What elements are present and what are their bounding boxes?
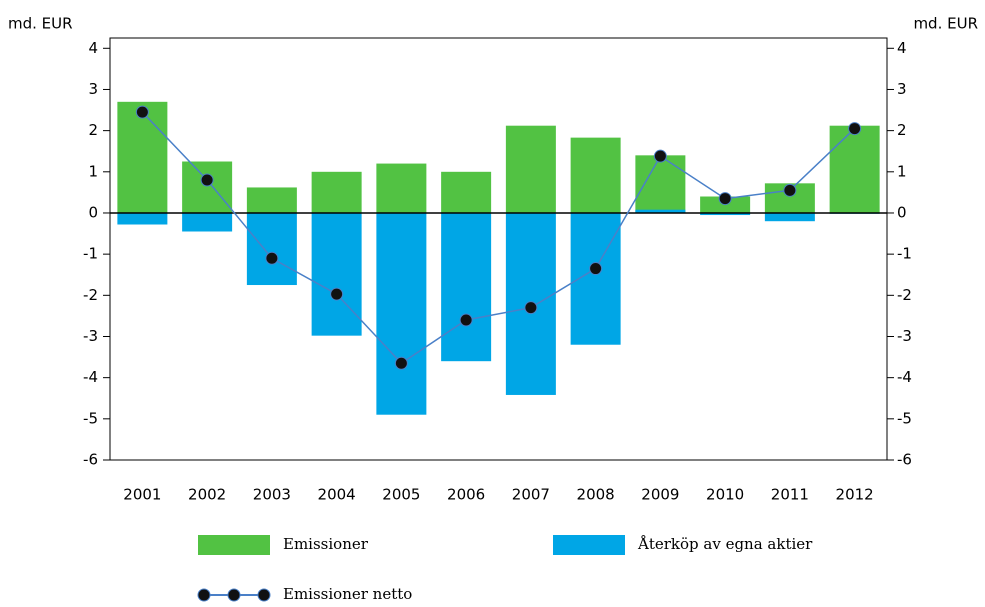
marker [394,356,408,370]
y2-tick-label: 1 [897,162,907,180]
legend-swatch [553,535,625,555]
y2-tick-label: -5 [897,409,912,427]
marker [653,149,667,163]
y-tick-label: -5 [83,409,98,427]
x-tick-label: 2001 [123,486,161,504]
bar [311,171,362,213]
line [141,111,856,365]
marker [589,262,603,276]
legend-marker [197,588,211,602]
marker [524,301,538,315]
bar [376,163,427,213]
x-tick-label: 2003 [253,486,291,504]
bar [246,212,297,286]
bar [376,212,427,415]
y2-tick-label: -2 [897,286,912,304]
bar [829,125,880,213]
marker [783,183,797,197]
bar [700,212,751,216]
bar [117,212,168,225]
x-tick-label: 2002 [188,486,226,504]
bar [441,171,492,213]
marker [718,192,732,206]
marker [135,105,149,119]
y-tick-label: 3 [88,80,98,98]
bar [441,212,492,362]
marker [330,287,344,301]
legend-swatch [198,535,270,555]
x-tick-label: 2008 [577,486,615,504]
legend-label: Återköp av egna aktier [637,535,813,553]
bar [182,212,233,232]
bar [570,137,621,213]
legend-label: Emissioner [283,535,369,553]
y2-tick-label: 3 [897,80,907,98]
marker [265,251,279,265]
x-tick-label: 2004 [318,486,356,504]
x-tick-label: 2010 [706,486,744,504]
x-tick-label: 2006 [447,486,485,504]
x-tick-label: 2012 [836,486,874,504]
y-tick-label: 0 [88,203,98,221]
y2-tick-label: 4 [897,39,907,57]
plot-frame [109,37,888,461]
y-tick-label: 4 [88,39,98,57]
y-tick-label: -1 [83,245,98,263]
y-tick-label: 1 [88,162,98,180]
x-tick-label: 2009 [641,486,679,504]
y2-tick-label: 2 [897,121,907,139]
y-tick-label: 2 [88,121,98,139]
y-tick-label: -3 [83,327,98,345]
bar [505,125,556,213]
y2-tick-label: 0 [897,203,907,221]
x-tick-label: 2005 [382,486,420,504]
x-tick-label: 2011 [771,486,809,504]
y-tick-label: -6 [83,451,98,469]
bar [246,187,297,213]
bar [117,101,168,213]
bar [635,209,686,213]
y2-tick-label: -3 [897,327,912,345]
y2-tick-label: -4 [897,368,912,386]
marker [459,313,473,327]
bar [764,212,815,222]
bar [311,212,362,336]
y-tick-label: -4 [83,368,98,386]
y2-tick-label: -6 [897,451,912,469]
legend-marker [227,588,241,602]
y-tick-label: -2 [83,286,98,304]
y2-axis-label: md. EUR [913,15,978,33]
x-tick-label: 2007 [512,486,550,504]
y2-tick-label: -1 [897,245,912,263]
y-axis-label: md. EUR [8,15,73,33]
marker [200,173,214,187]
legend-label: Emissioner netto [283,585,412,603]
bar [182,161,233,213]
marker [848,122,862,136]
bar [635,155,686,213]
legend-marker [257,588,271,602]
